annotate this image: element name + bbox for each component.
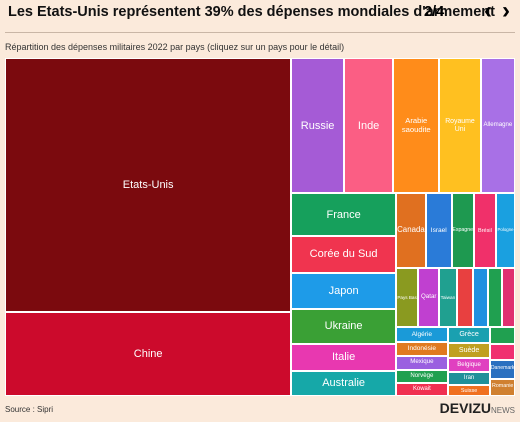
country-cell[interactable]: Iran bbox=[447, 371, 491, 386]
country-label: Norvège bbox=[410, 371, 434, 379]
country-label: Italie bbox=[331, 351, 356, 364]
country-cell[interactable]: Espagne bbox=[451, 193, 474, 268]
treemap: Etats-Unis Chine Russie Inde Arabie saoudite… bbox=[5, 58, 515, 396]
brand: DEVIZUNEWS bbox=[440, 400, 515, 416]
country-cell[interactable]: Mexique bbox=[395, 355, 448, 370]
prev-button[interactable]: ‹ bbox=[484, 0, 492, 24]
country-cell[interactable]: Danemark bbox=[490, 360, 515, 379]
country-cell[interactable] bbox=[490, 343, 515, 361]
country-label: Indonésie bbox=[407, 345, 436, 353]
country-cell[interactable]: Romanie bbox=[490, 378, 515, 396]
country-label: Canada bbox=[397, 225, 425, 235]
country-cell[interactable] bbox=[456, 267, 473, 328]
country-label: Pologne bbox=[497, 227, 514, 233]
country-cell[interactable]: Chine bbox=[5, 311, 292, 396]
country-cell[interactable]: Indonésie bbox=[395, 341, 448, 356]
country-cell[interactable]: France bbox=[291, 193, 396, 237]
country-cell[interactable]: Australie bbox=[291, 370, 396, 396]
country-label: Ukraine bbox=[324, 320, 363, 333]
divider bbox=[5, 32, 515, 33]
country-cell[interactable]: Suisse bbox=[447, 385, 491, 396]
country-label: Grèce bbox=[459, 330, 479, 339]
country-label: Danemark bbox=[490, 365, 515, 372]
country-label: Suisse bbox=[460, 387, 478, 394]
country-label: Australie bbox=[322, 377, 365, 390]
country-cell[interactable]: Royaume Uni bbox=[439, 58, 481, 194]
country-cell[interactable]: Suède bbox=[447, 342, 491, 359]
country-cell[interactable]: Japon bbox=[291, 272, 396, 309]
country-label: Allemagne bbox=[483, 121, 513, 129]
country-cell[interactable] bbox=[472, 267, 488, 328]
title: Les Etats-Unis représentent 39% des dépe… bbox=[8, 4, 495, 20]
country-cell[interactable]: Pays Bas bbox=[395, 267, 419, 328]
country-cell[interactable]: Grèce bbox=[447, 327, 491, 343]
brand-name: DEVIZU bbox=[439, 400, 491, 416]
country-label: Mexique bbox=[410, 358, 434, 366]
country-cell[interactable]: Etats-Unis bbox=[5, 58, 292, 312]
source-label: Source : bbox=[5, 405, 38, 414]
country-cell[interactable]: Brésil bbox=[473, 193, 497, 268]
country-label: Espagne bbox=[452, 226, 474, 233]
country-label: Russie bbox=[300, 119, 335, 132]
page-number: 2/4 bbox=[424, 4, 445, 20]
country-label: Kowait bbox=[412, 386, 431, 393]
country-cell[interactable] bbox=[501, 267, 515, 328]
country-label: Qatar bbox=[421, 293, 437, 301]
country-label: Pays Bas bbox=[397, 294, 417, 300]
country-cell[interactable]: Canada bbox=[395, 193, 426, 268]
country-cell[interactable]: Norvège bbox=[395, 369, 448, 383]
country-cell[interactable]: Russie bbox=[291, 58, 344, 194]
brand-suffix: NEWS bbox=[491, 406, 515, 415]
country-cell[interactable]: Taiwan bbox=[439, 267, 457, 328]
source-link[interactable]: Sipri bbox=[37, 405, 54, 414]
country-cell[interactable]: Allemagne bbox=[480, 58, 515, 194]
country-label: Belgique bbox=[457, 360, 481, 368]
country-cell[interactable]: Kowait bbox=[395, 382, 448, 396]
country-label: Corée du Sud bbox=[309, 248, 378, 261]
country-label: Etats-Unis bbox=[122, 178, 174, 191]
country-cell[interactable]: Arabie saoudite bbox=[393, 58, 440, 194]
country-label: Arabie saoudite bbox=[401, 116, 431, 134]
country-cell[interactable] bbox=[490, 327, 515, 344]
country-label: Chine bbox=[133, 347, 163, 360]
country-label: Royaume Uni bbox=[445, 118, 475, 133]
country-cell[interactable]: Ukraine bbox=[291, 308, 396, 344]
country-label: Suède bbox=[458, 346, 480, 354]
country-label: France bbox=[326, 208, 361, 221]
country-label: Brésil bbox=[478, 227, 492, 234]
source: Source : Sipri bbox=[5, 405, 53, 414]
country-cell[interactable]: Qatar bbox=[418, 267, 440, 328]
country-cell[interactable]: Italie bbox=[291, 343, 396, 371]
country-cell[interactable]: Algérie bbox=[395, 327, 448, 342]
country-label: Iran bbox=[463, 375, 475, 382]
country-label: Algérie bbox=[411, 330, 433, 338]
country-cell[interactable] bbox=[487, 267, 502, 328]
country-cell[interactable]: Israel bbox=[425, 193, 452, 268]
country-label: Romanie bbox=[491, 383, 514, 390]
country-label: Inde bbox=[357, 119, 380, 132]
next-button[interactable]: › bbox=[502, 0, 510, 24]
country-cell[interactable]: Corée du Sud bbox=[291, 236, 396, 273]
country-cell[interactable]: Inde bbox=[343, 58, 394, 194]
country-label: Taiwan bbox=[440, 294, 456, 300]
country-cell[interactable]: Pologne bbox=[496, 193, 515, 268]
country-label: Japon bbox=[328, 284, 359, 297]
subtitle: Répartition des dépenses militaires 2022… bbox=[5, 42, 345, 52]
country-cell[interactable]: Belgique bbox=[447, 358, 491, 372]
country-label: Israel bbox=[430, 227, 447, 235]
